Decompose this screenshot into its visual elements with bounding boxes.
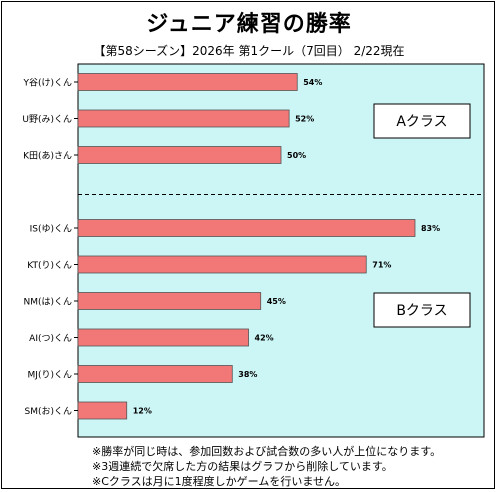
footnote-2: ※3週連続で欠席した方の結果はグラフから削除しています。: [92, 460, 393, 473]
category-label: Y谷(け)くん: [22, 78, 72, 89]
category-label: MJ(り)くん: [28, 370, 72, 381]
footnote-3: ※Cクラスは月に1度程度しかゲームを行いません。: [92, 475, 347, 488]
bar: [77, 73, 298, 91]
bar: [77, 109, 290, 128]
category-label: AI(つ)くん: [29, 333, 72, 344]
group-label-box: [373, 103, 471, 139]
value-label: 38%: [238, 370, 257, 379]
value-label: 12%: [133, 407, 152, 416]
value-label: 45%: [267, 297, 286, 306]
value-label: 54%: [303, 78, 322, 87]
chart-subtitle: 【第58シーズン】2026年 第1クール（7回目） 2/22現在: [93, 44, 405, 58]
value-label: 71%: [372, 261, 391, 270]
category-label: SM(お)くん: [24, 406, 72, 417]
bar: [77, 365, 233, 383]
chart-title: ジュニア練習の勝率: [146, 12, 352, 37]
bar: [77, 292, 262, 310]
value-label: 42%: [255, 334, 274, 343]
bar: [77, 146, 282, 164]
bar: [77, 401, 128, 420]
category-label: KT(り)くん: [27, 260, 72, 271]
value-label: 50%: [287, 151, 306, 160]
category-label: U野(み)くん: [22, 114, 72, 125]
category-label: NM(は)くん: [23, 297, 72, 308]
bar: [77, 328, 249, 347]
value-label: 52%: [295, 115, 314, 124]
group-label-box: [373, 292, 471, 328]
bar: [77, 219, 416, 237]
category-label: K田(あ)さん: [23, 151, 72, 162]
category-label: IS(ゆ)くん: [30, 224, 72, 235]
group-label: Aクラス: [396, 114, 447, 130]
group-label: Bクラス: [396, 303, 447, 319]
value-label: 83%: [421, 224, 440, 233]
footnote-1: ※勝率が同じ時は、参加回数および試合数の多い人が上位になります。: [92, 445, 442, 458]
bar: [77, 255, 367, 274]
